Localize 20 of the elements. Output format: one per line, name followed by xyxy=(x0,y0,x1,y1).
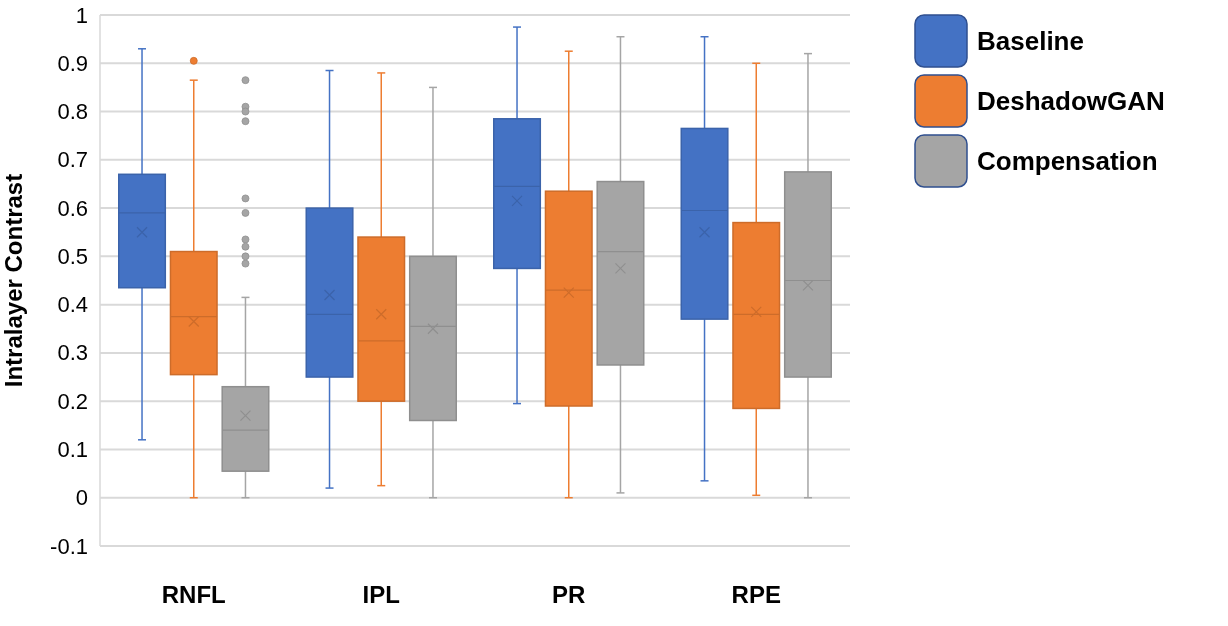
y-axis-title: Intralayer Contrast xyxy=(0,173,27,388)
x-tick-label: RPE xyxy=(731,581,781,609)
y-tick-label: 0.4 xyxy=(57,292,88,318)
x-tick-label: RNFL xyxy=(161,581,226,609)
x-tick-label: IPL xyxy=(362,581,400,609)
legend-label: Baseline xyxy=(977,26,1084,56)
y-tick-label: 0.8 xyxy=(57,99,88,125)
y-tick-label: 0.2 xyxy=(57,388,88,414)
y-tick-label: 0 xyxy=(75,485,88,511)
y-tick-label: 1 xyxy=(75,2,88,28)
y-tick-label: 0.6 xyxy=(57,195,88,221)
y-tick-label: -0.1 xyxy=(50,533,88,559)
y-tick-label: 0.3 xyxy=(57,340,88,366)
legend-label: Compensation xyxy=(977,146,1158,176)
y-tick-label: 0.9 xyxy=(57,50,88,76)
y-tick-label: 0.5 xyxy=(57,243,88,269)
x-tick-label: PR xyxy=(552,581,586,609)
y-tick-label: 0.7 xyxy=(57,147,88,173)
y-tick-label: 0.1 xyxy=(57,436,88,462)
legend-label: DeshadowGAN xyxy=(977,86,1165,116)
